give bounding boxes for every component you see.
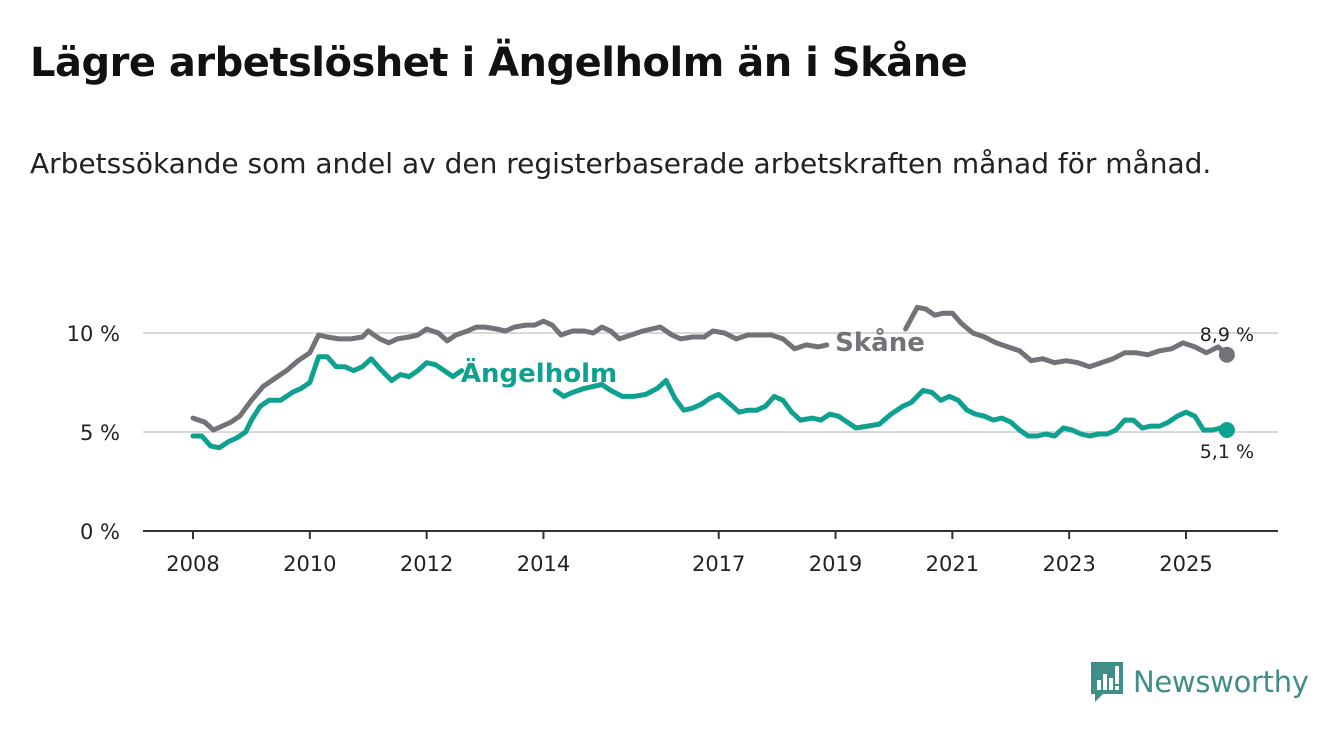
bar-chart-icon: [1091, 662, 1123, 702]
series-line-angelholm: [190, 354, 465, 451]
end-point-skane: [1218, 346, 1235, 363]
x-tick-label: 2014: [517, 552, 570, 576]
series-label-skane: Skåne: [835, 326, 925, 358]
chart-subtitle: Arbetssökande som andel av den registerb…: [30, 147, 1212, 180]
x-tick-label: 2021: [926, 552, 979, 576]
series-line-angelholm: [552, 378, 1230, 439]
x-tick-label: 2012: [400, 552, 453, 576]
series-line-skane: [903, 304, 1230, 370]
x-tick-label: 2019: [809, 552, 862, 576]
brand-name: Newsworthy: [1133, 665, 1309, 699]
y-tick-label: 0 %: [80, 520, 120, 544]
y-tick-label: 5 %: [80, 421, 120, 445]
chart-title: Lägre arbetslöshet i Ängelholm än i Skån…: [30, 40, 968, 86]
line-chart: 0 %5 %10 % 2008 2010 2012 2014 2017 2019 2021 2…: [67, 304, 1278, 576]
end-point-angelholm: [1218, 422, 1235, 439]
y-axis-labels: 0 % 5 % 10 %: [67, 322, 120, 544]
end-label-angelholm: 5,1 %: [1200, 441, 1254, 463]
end-label-skane: 8,9 %: [1200, 324, 1254, 346]
x-tick-label: 2025: [1159, 552, 1212, 576]
x-tick-label: 2017: [692, 552, 745, 576]
newsworthy-logo: Newsworthy: [1089, 660, 1309, 704]
y-tick-label: 10 %: [67, 322, 120, 346]
x-tick-label: 2023: [1042, 552, 1095, 576]
series-label-angelholm: Ängelholm: [461, 357, 617, 389]
x-axis-labels: 2008 2010 2012 2014 2017 2019 2021 2023 2025: [166, 531, 1213, 576]
series-line-skane: [190, 318, 830, 433]
series-labels: 8,9 % 5,1 % Skåne Ängelholm: [461, 324, 1254, 463]
x-tick-label: 2010: [283, 552, 336, 576]
x-tick-label: 2008: [166, 552, 219, 576]
series-lines: [190, 304, 1235, 451]
